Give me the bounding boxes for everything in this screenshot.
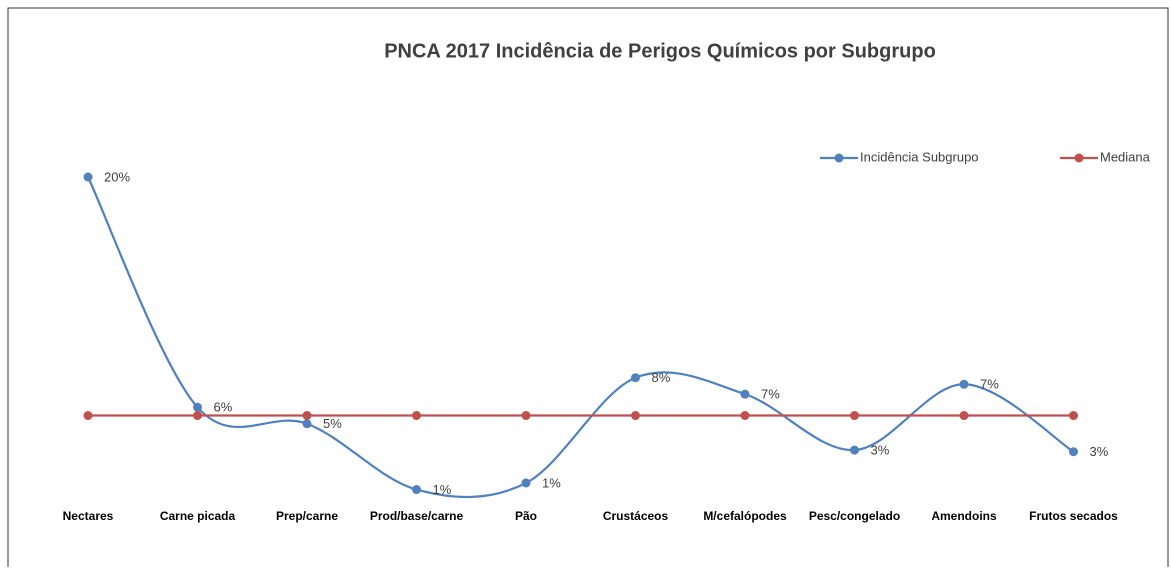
data-point <box>193 402 202 412</box>
data-label: 1% <box>433 482 452 497</box>
data-point <box>83 411 93 421</box>
x-tick-label: Pesc/congelado <box>809 509 900 523</box>
data-point <box>193 411 202 421</box>
data-point <box>959 379 969 389</box>
x-tick-label: Amendoins <box>931 509 997 523</box>
legend-marker <box>834 153 844 163</box>
data-point <box>412 485 421 495</box>
data-point <box>412 411 421 421</box>
data-label: 6% <box>214 400 233 415</box>
data-point <box>740 411 750 421</box>
data-label: 5% <box>323 416 342 431</box>
data-point <box>740 389 750 399</box>
data-point <box>302 411 312 421</box>
data-label: 20% <box>104 169 130 184</box>
chart-frame <box>7 7 1169 572</box>
data-point <box>631 411 640 421</box>
legend-marker <box>1074 153 1084 163</box>
legend-label: Mediana <box>1100 149 1151 164</box>
data-point <box>1069 411 1078 421</box>
data-point <box>850 411 859 421</box>
data-label: 7% <box>761 387 780 402</box>
data-point <box>302 419 312 429</box>
x-tick-label: Pão <box>515 509 537 523</box>
x-tick-label: Prod/base/carne <box>370 509 464 523</box>
data-label: 8% <box>652 370 671 385</box>
data-point <box>521 478 531 488</box>
data-label: 3% <box>1090 444 1109 459</box>
data-label: 7% <box>980 377 999 392</box>
series-line <box>87 176 1075 499</box>
x-tick-label: Frutos secados <box>1029 509 1118 523</box>
data-label: 1% <box>542 475 561 490</box>
chart-title: PNCA 2017 Incidência de Perigos Químicos… <box>384 40 936 62</box>
x-tick-label: Crustáceos <box>603 509 669 523</box>
data-point <box>521 411 531 421</box>
x-tick-label: Prep/carne <box>276 509 338 523</box>
data-point <box>631 373 640 383</box>
x-tick-label: M/cefalópodes <box>703 509 787 523</box>
data-point <box>83 172 93 182</box>
data-point <box>1069 447 1078 457</box>
data-point <box>959 411 969 421</box>
data-point <box>850 445 859 455</box>
x-tick-label: Nectares <box>63 509 114 523</box>
x-tick-label: Carne picada <box>160 509 236 523</box>
legend-label: Incidência Subgrupo <box>860 149 979 164</box>
data-label: 3% <box>871 443 890 458</box>
